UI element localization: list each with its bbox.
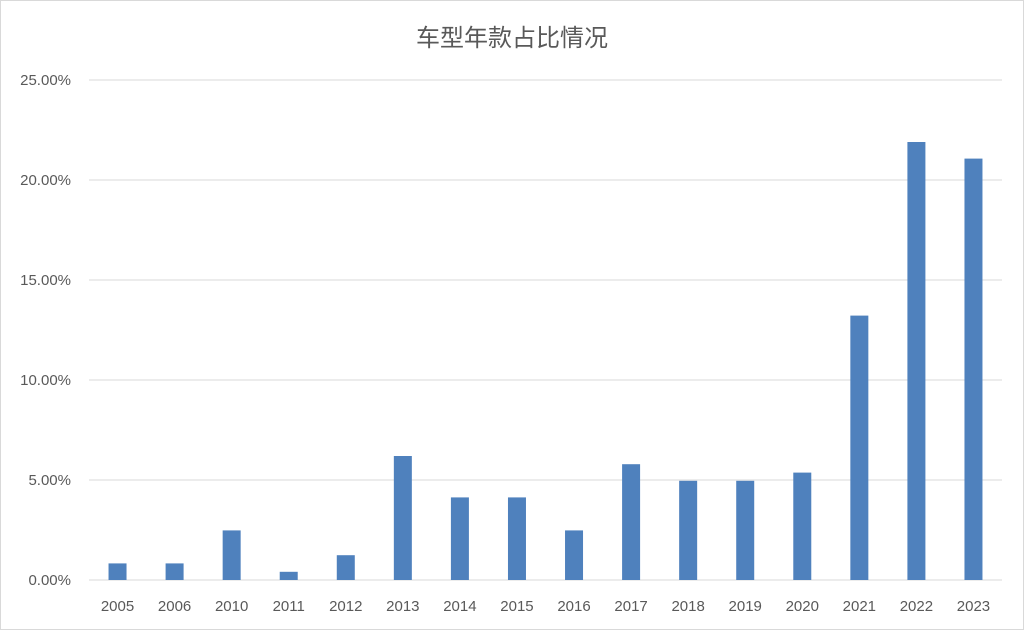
y-tick-label: 15.00%: [20, 272, 71, 289]
chart-title: 车型年款占比情况: [416, 24, 608, 52]
x-tick-label: 2005: [101, 598, 134, 615]
x-tick-label: 2012: [329, 598, 362, 615]
gridlines: [89, 79, 1002, 581]
bar-2017: [622, 464, 641, 580]
x-tick-label: 2021: [843, 598, 876, 615]
y-tick-label: 10.00%: [20, 372, 71, 389]
bar-2013: [393, 456, 412, 580]
x-axis-tick-labels: 2005 2006 2010 2011 2012 2013 2014 2015 2016 2017…: [101, 598, 990, 615]
bar-2020: [793, 472, 812, 580]
x-tick-label: 2014: [443, 598, 476, 615]
x-tick-label: 2016: [557, 598, 590, 615]
x-tick-label: 2015: [500, 598, 533, 615]
y-tick-label: 20.00%: [20, 172, 71, 189]
bar-2021: [850, 315, 869, 580]
y-axis-tick-labels: 0.00% 5.00% 10.00% 15.00% 20.00% 25.00%: [20, 72, 71, 589]
bar-2019: [736, 480, 755, 580]
bar-2014: [450, 497, 469, 580]
bar-2015: [507, 497, 526, 580]
bar-2011: [279, 571, 298, 580]
bar-2012: [336, 555, 355, 580]
y-tick-label: 25.00%: [20, 72, 71, 89]
x-tick-label: 2020: [786, 598, 819, 615]
bar-2016: [565, 530, 584, 580]
bars: [108, 142, 983, 580]
bar-2018: [679, 480, 698, 580]
bar-2023: [964, 158, 983, 580]
bar-2006: [165, 563, 184, 580]
x-tick-label: 2013: [386, 598, 419, 615]
x-tick-label: 2010: [215, 598, 248, 615]
x-tick-label: 2022: [900, 598, 933, 615]
y-tick-label: 5.00%: [28, 472, 71, 489]
y-tick-label: 0.00%: [28, 572, 71, 589]
x-tick-label: 2019: [729, 598, 762, 615]
bar-2010: [222, 530, 241, 580]
bar-2005: [108, 563, 127, 580]
x-tick-label: 2023: [957, 598, 990, 615]
bar-2022: [907, 142, 926, 580]
x-tick-label: 2006: [158, 598, 191, 615]
x-tick-label: 2011: [273, 598, 305, 615]
x-tick-label: 2017: [614, 598, 647, 615]
x-tick-label: 2018: [671, 598, 704, 615]
